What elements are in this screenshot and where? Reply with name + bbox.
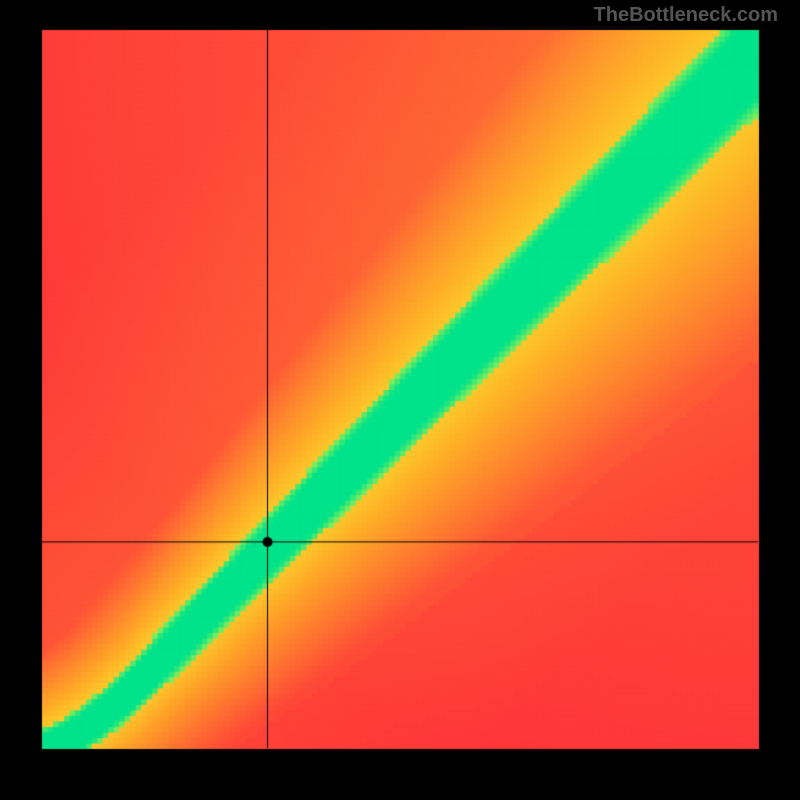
watermark-text: TheBottleneck.com [594,4,778,27]
bottleneck-heatmap [0,0,800,800]
chart-container: TheBottleneck.com [0,0,800,800]
